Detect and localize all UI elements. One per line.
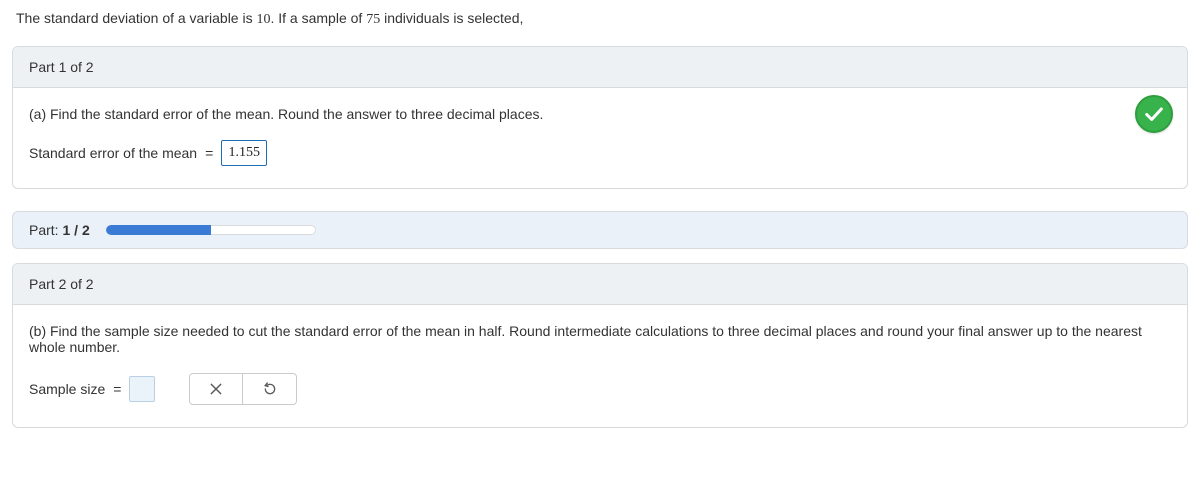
problem-sd: 10 bbox=[256, 12, 270, 27]
progress-row: Part: 1 / 2 bbox=[12, 211, 1188, 249]
part2-answer-label: Sample size bbox=[29, 381, 105, 397]
progress-sep: / bbox=[70, 222, 82, 238]
part2-prompt: (b) Find the sample size needed to cut t… bbox=[29, 323, 1171, 355]
part2-answer-input[interactable] bbox=[129, 376, 155, 402]
undo-icon bbox=[262, 381, 278, 397]
equals-sign: = bbox=[205, 145, 213, 161]
part2-body: (b) Find the sample size needed to cut t… bbox=[13, 305, 1187, 427]
problem-mid: . If a sample of bbox=[270, 10, 366, 26]
progress-total: 2 bbox=[82, 222, 90, 238]
part1-prompt: (a) Find the standard error of the mean.… bbox=[29, 106, 1171, 122]
part2-card: Part 2 of 2 (b) Find the sample size nee… bbox=[12, 263, 1188, 428]
part1-answer-input[interactable]: 1.155 bbox=[221, 140, 267, 166]
progress-label: Part: 1 / 2 bbox=[29, 222, 90, 238]
progress-prefix: Part: bbox=[29, 222, 62, 238]
problem-statement: The standard deviation of a variable is … bbox=[16, 10, 1188, 28]
check-icon bbox=[1143, 103, 1165, 125]
progress-track bbox=[106, 225, 316, 235]
clear-button[interactable] bbox=[189, 373, 243, 405]
reset-button[interactable] bbox=[243, 373, 297, 405]
part2-answer-line: Sample size = bbox=[29, 373, 1171, 405]
part1-card: Part 1 of 2 (a) Find the standard error … bbox=[12, 46, 1188, 189]
part2-header: Part 2 of 2 bbox=[13, 264, 1187, 305]
problem-suffix: individuals is selected, bbox=[380, 10, 523, 26]
part1-header: Part 1 of 2 bbox=[13, 47, 1187, 88]
progress-fill bbox=[106, 225, 211, 235]
problem-n: 75 bbox=[366, 12, 380, 27]
x-icon bbox=[208, 381, 224, 397]
problem-prefix: The standard deviation of a variable is bbox=[16, 10, 256, 26]
correct-badge bbox=[1135, 95, 1173, 133]
equals-sign: = bbox=[113, 381, 121, 397]
answer-controls bbox=[189, 373, 297, 405]
part1-body: (a) Find the standard error of the mean.… bbox=[13, 88, 1187, 188]
part1-answer-label: Standard error of the mean bbox=[29, 145, 197, 161]
part1-answer-line: Standard error of the mean = 1.155 bbox=[29, 140, 1171, 166]
